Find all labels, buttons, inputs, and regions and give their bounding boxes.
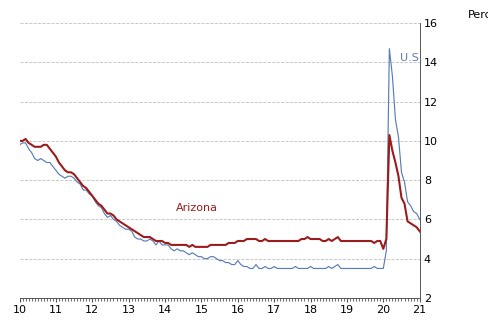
Y-axis label: Percent: Percent bbox=[468, 10, 488, 21]
Text: U.S.: U.S. bbox=[400, 54, 422, 64]
Text: Arizona: Arizona bbox=[176, 203, 218, 213]
